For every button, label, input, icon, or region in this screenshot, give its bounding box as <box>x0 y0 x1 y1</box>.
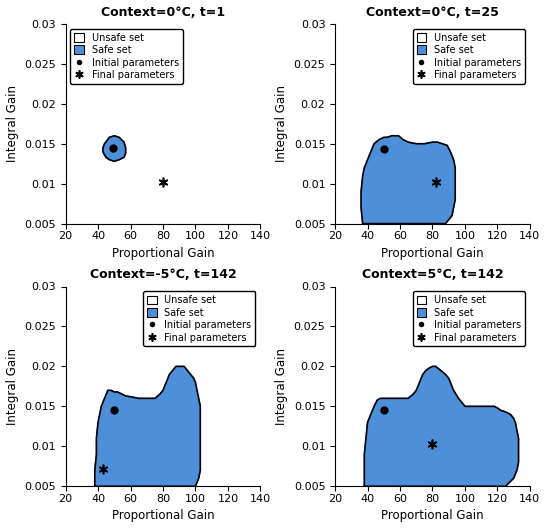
Y-axis label: Integral Gain: Integral Gain <box>275 348 288 425</box>
X-axis label: Proportional Gain: Proportional Gain <box>111 510 214 522</box>
Y-axis label: Integral Gain: Integral Gain <box>5 348 19 425</box>
Title: Context=0°C, t=25: Context=0°C, t=25 <box>366 6 499 18</box>
Y-axis label: Integral Gain: Integral Gain <box>5 85 19 162</box>
Polygon shape <box>364 366 519 486</box>
Legend: Unsafe set, Safe set, Initial parameters, Final parameters: Unsafe set, Safe set, Initial parameters… <box>143 291 256 346</box>
Title: Context=0°C, t=1: Context=0°C, t=1 <box>101 6 225 18</box>
Legend: Unsafe set, Safe set, Initial parameters, Final parameters: Unsafe set, Safe set, Initial parameters… <box>413 29 525 84</box>
Polygon shape <box>95 366 200 486</box>
X-axis label: Proportional Gain: Proportional Gain <box>381 510 484 522</box>
Title: Context=5°C, t=142: Context=5°C, t=142 <box>361 268 503 281</box>
Title: Context=-5°C, t=142: Context=-5°C, t=142 <box>90 268 236 281</box>
Y-axis label: Integral Gain: Integral Gain <box>275 85 288 162</box>
X-axis label: Proportional Gain: Proportional Gain <box>381 247 484 260</box>
Legend: Unsafe set, Safe set, Initial parameters, Final parameters: Unsafe set, Safe set, Initial parameters… <box>70 29 183 84</box>
Polygon shape <box>361 136 455 224</box>
Legend: Unsafe set, Safe set, Initial parameters, Final parameters: Unsafe set, Safe set, Initial parameters… <box>413 291 525 346</box>
X-axis label: Proportional Gain: Proportional Gain <box>111 247 214 260</box>
Polygon shape <box>103 136 126 162</box>
